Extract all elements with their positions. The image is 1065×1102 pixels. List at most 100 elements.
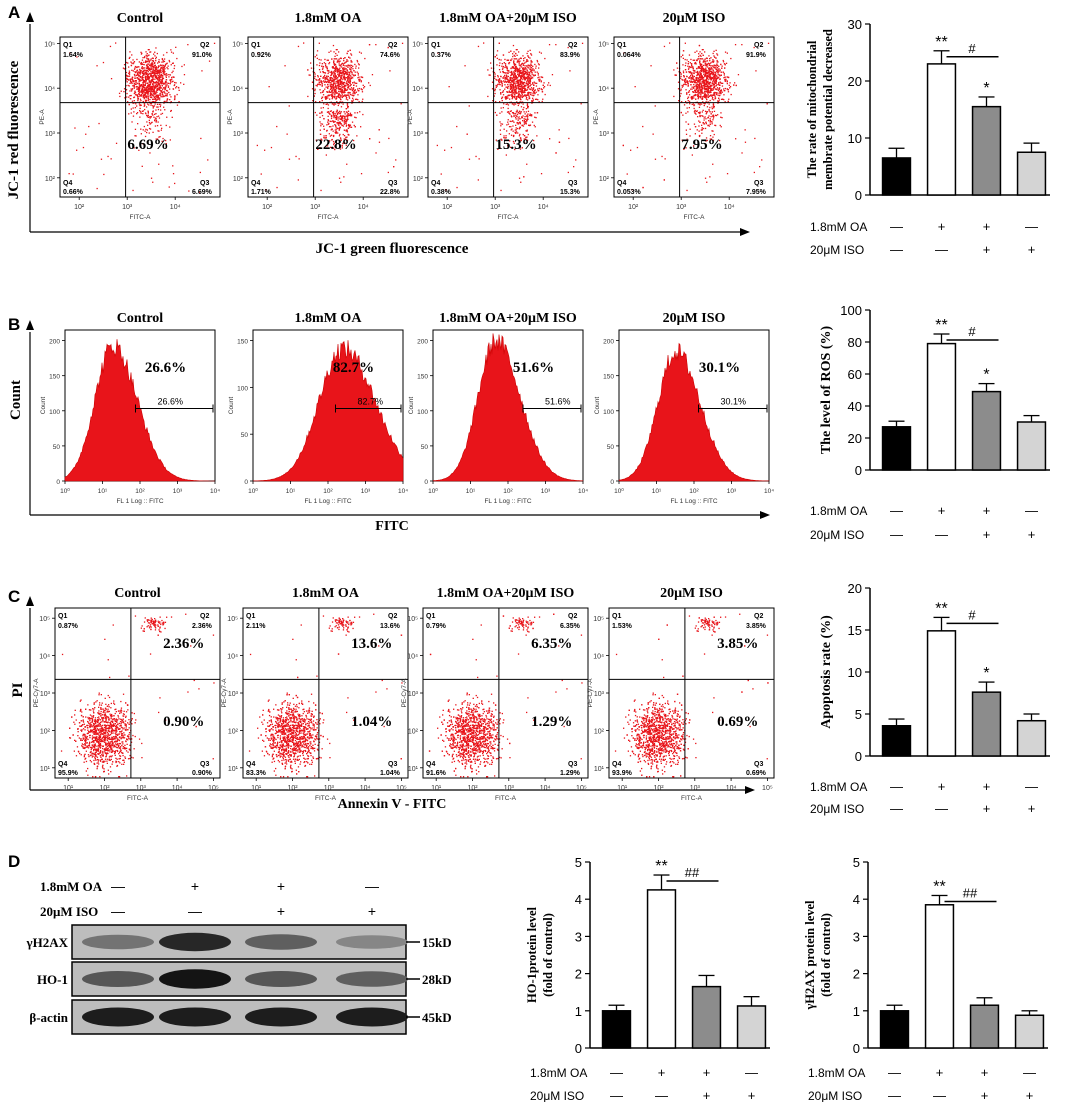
event-dot <box>690 66 692 69</box>
event-dot <box>136 113 138 115</box>
event-dot <box>144 91 146 94</box>
event-dot <box>332 147 335 149</box>
event-dot <box>538 76 540 78</box>
event-dot <box>512 96 514 99</box>
event-dot <box>350 114 352 116</box>
event-dot <box>151 66 154 68</box>
event-dot <box>696 83 698 85</box>
event-dot <box>511 95 513 98</box>
event-dot <box>518 91 520 93</box>
event-dot <box>540 88 543 90</box>
event-dot <box>332 84 334 86</box>
event-dot <box>524 57 526 59</box>
event-dot <box>527 76 529 78</box>
event-dot <box>356 82 358 84</box>
event-dot <box>158 84 161 86</box>
event-dot <box>528 114 531 116</box>
event-dot <box>527 106 529 108</box>
event-dot <box>332 91 334 94</box>
q-name: Q4 <box>617 180 626 187</box>
event-dot <box>339 82 342 84</box>
x-tick-label: 10³ <box>310 204 321 211</box>
event-dot <box>542 98 544 100</box>
event-dot <box>721 85 724 87</box>
event-dot <box>707 117 709 119</box>
event-dot <box>713 50 715 52</box>
event-dot <box>717 100 719 102</box>
event-dot <box>162 77 165 80</box>
event-dot <box>514 88 516 90</box>
event-dot <box>466 133 468 135</box>
y-tick-label: 10⁴ <box>598 86 609 93</box>
event-dot <box>511 98 513 100</box>
event-dot <box>159 93 161 95</box>
event-dot <box>147 68 150 71</box>
event-dot <box>335 75 337 77</box>
event-dot <box>502 107 504 109</box>
event-dot <box>532 82 534 84</box>
event-dot <box>695 91 697 93</box>
event-dot <box>494 111 496 114</box>
x-tick-label: 10⁴ <box>358 204 369 211</box>
event-dot <box>701 49 703 51</box>
event-dot <box>505 135 507 137</box>
event-dot <box>500 92 502 94</box>
event-dot <box>155 47 157 49</box>
event-dot <box>155 81 157 84</box>
event-dot <box>148 95 150 97</box>
event-dot <box>324 74 326 77</box>
event-dot <box>351 73 353 75</box>
event-dot <box>534 98 537 100</box>
jc1-plot-2: 1.8mM OAQ10.92%Q274.6%Q41.71%Q322.8%22.8… <box>227 11 409 221</box>
event-dot <box>149 87 151 89</box>
event-dot <box>698 91 700 94</box>
event-dot <box>494 56 496 58</box>
event-dot <box>152 107 154 109</box>
event-dot <box>526 130 528 132</box>
event-dot <box>340 98 342 100</box>
event-dot <box>315 78 317 81</box>
event-dot <box>519 57 522 59</box>
event-dot <box>320 107 322 109</box>
event-dot <box>348 79 350 81</box>
event-dot <box>356 71 358 73</box>
q3-value: 15.3% <box>560 189 581 196</box>
event-dot <box>688 65 691 68</box>
plot-xlabel: FL 1 Log :: FITC <box>116 498 163 505</box>
event-dot <box>146 88 148 90</box>
event-dot <box>540 173 543 175</box>
event-dot <box>346 114 348 116</box>
event-dot <box>340 123 342 125</box>
event-dot <box>340 76 343 78</box>
event-dot <box>168 186 170 188</box>
event-dot <box>346 88 348 90</box>
x-tick-label: 10¹ <box>98 488 108 495</box>
event-dot <box>513 83 515 85</box>
event-dot <box>710 138 713 140</box>
event-dot <box>135 81 137 83</box>
event-dot <box>504 78 506 80</box>
event-dot <box>123 68 126 70</box>
event-dot <box>698 112 700 114</box>
event-dot <box>514 63 516 65</box>
event-dot <box>319 62 321 64</box>
event-dot <box>333 76 335 79</box>
event-dot <box>490 62 492 64</box>
event-dot <box>702 54 704 56</box>
event-dot <box>156 52 158 55</box>
event-dot <box>328 80 330 82</box>
event-dot <box>488 74 490 76</box>
event-dot <box>333 142 335 144</box>
event-dot <box>702 68 704 70</box>
event-dot <box>687 63 689 65</box>
event-dot <box>568 137 570 140</box>
event-dot <box>152 70 154 72</box>
event-dot <box>144 112 147 114</box>
event-dot <box>500 59 502 61</box>
event-dot <box>347 50 349 52</box>
event-dot <box>346 80 349 82</box>
event-dot <box>336 69 338 72</box>
event-dot <box>156 86 158 88</box>
event-dot <box>354 63 356 66</box>
event-dot <box>138 81 140 83</box>
